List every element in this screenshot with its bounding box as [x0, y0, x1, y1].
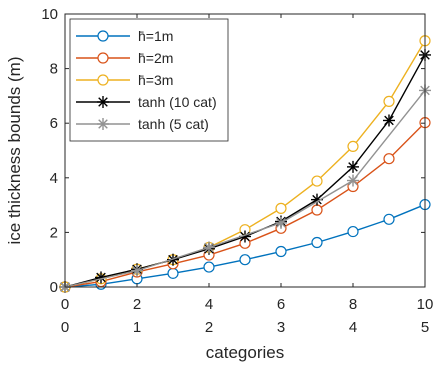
- x-secondary-tick-label: 4: [349, 319, 357, 336]
- data-point: [97, 74, 109, 86]
- y-tick-label: 10: [41, 6, 58, 23]
- data-point: [97, 30, 109, 42]
- legend-entry: tanh (10 cat): [76, 94, 217, 110]
- legend-label: h̄=3m: [138, 72, 173, 88]
- data-point: [203, 241, 215, 254]
- x-secondary-tick-label: 0: [61, 319, 69, 336]
- data-point: [97, 118, 109, 130]
- y-tick-label: 2: [50, 224, 58, 241]
- series-line: [64, 90, 426, 288]
- data-point: [347, 225, 359, 238]
- data-point: [347, 160, 359, 173]
- x-secondary-tick-label: 2: [205, 319, 213, 336]
- data-point: [275, 245, 287, 258]
- data-point: [311, 236, 323, 249]
- legend-label: tanh (5 cat): [138, 116, 209, 132]
- legend-label: tanh (10 cat): [138, 94, 217, 110]
- x-secondary-tick-label: 1: [133, 319, 141, 336]
- data-point: [383, 153, 395, 165]
- legend: h̄=1m h̄=2m h̄=3m tanh (10 cat) tanh (5 cat): [69, 18, 229, 142]
- legend-entry: h̄=2m: [76, 50, 173, 66]
- data-point: [311, 204, 323, 216]
- data-point: [383, 95, 395, 107]
- x-tick-label: 4: [205, 296, 213, 313]
- data-point: [131, 264, 143, 277]
- legend-entry: tanh (5 cat): [76, 116, 209, 132]
- data-point: [203, 261, 215, 273]
- data-point: [167, 267, 179, 279]
- data-point: [275, 202, 287, 214]
- data-point: [383, 114, 395, 127]
- data-point: [347, 174, 359, 187]
- data-point: [97, 52, 109, 64]
- x-secondary-tick-label: 3: [277, 319, 285, 336]
- y-axis-label: ice thickness bounds (m): [5, 56, 24, 244]
- x-tick-label: 0: [61, 296, 69, 313]
- x-tick-label: 10: [417, 296, 434, 313]
- data-point: [97, 96, 109, 108]
- x-tick-label: 2: [133, 296, 141, 313]
- legend-entry: h̄=3m: [76, 72, 173, 88]
- y-tick-label: 6: [50, 115, 58, 132]
- x-tick-label: 8: [349, 296, 357, 313]
- series-2: [59, 117, 431, 293]
- x-secondary-tick-label: 5: [421, 319, 429, 336]
- y-tick-label: 4: [50, 170, 58, 187]
- data-point: [383, 213, 395, 225]
- ticks-layer: 0 2 4 6 8 10 0 1 2 3 4 5 0 2 4 6 8 10: [41, 6, 433, 336]
- legend-label: h̄=1m: [138, 28, 173, 44]
- x-axis-label: categories: [206, 343, 284, 362]
- legend-entry: h̄=1m: [76, 28, 173, 44]
- y-tick-label: 0: [50, 279, 58, 296]
- data-point: [347, 140, 359, 153]
- x-tick-label: 6: [277, 296, 285, 313]
- data-point: [239, 254, 251, 266]
- y-tick-label: 8: [50, 61, 58, 78]
- legend-label: h̄=2m: [138, 50, 173, 66]
- data-point: [95, 271, 107, 284]
- data-point: [311, 175, 323, 187]
- axes-box: [64, 13, 426, 288]
- data-point: [275, 216, 287, 229]
